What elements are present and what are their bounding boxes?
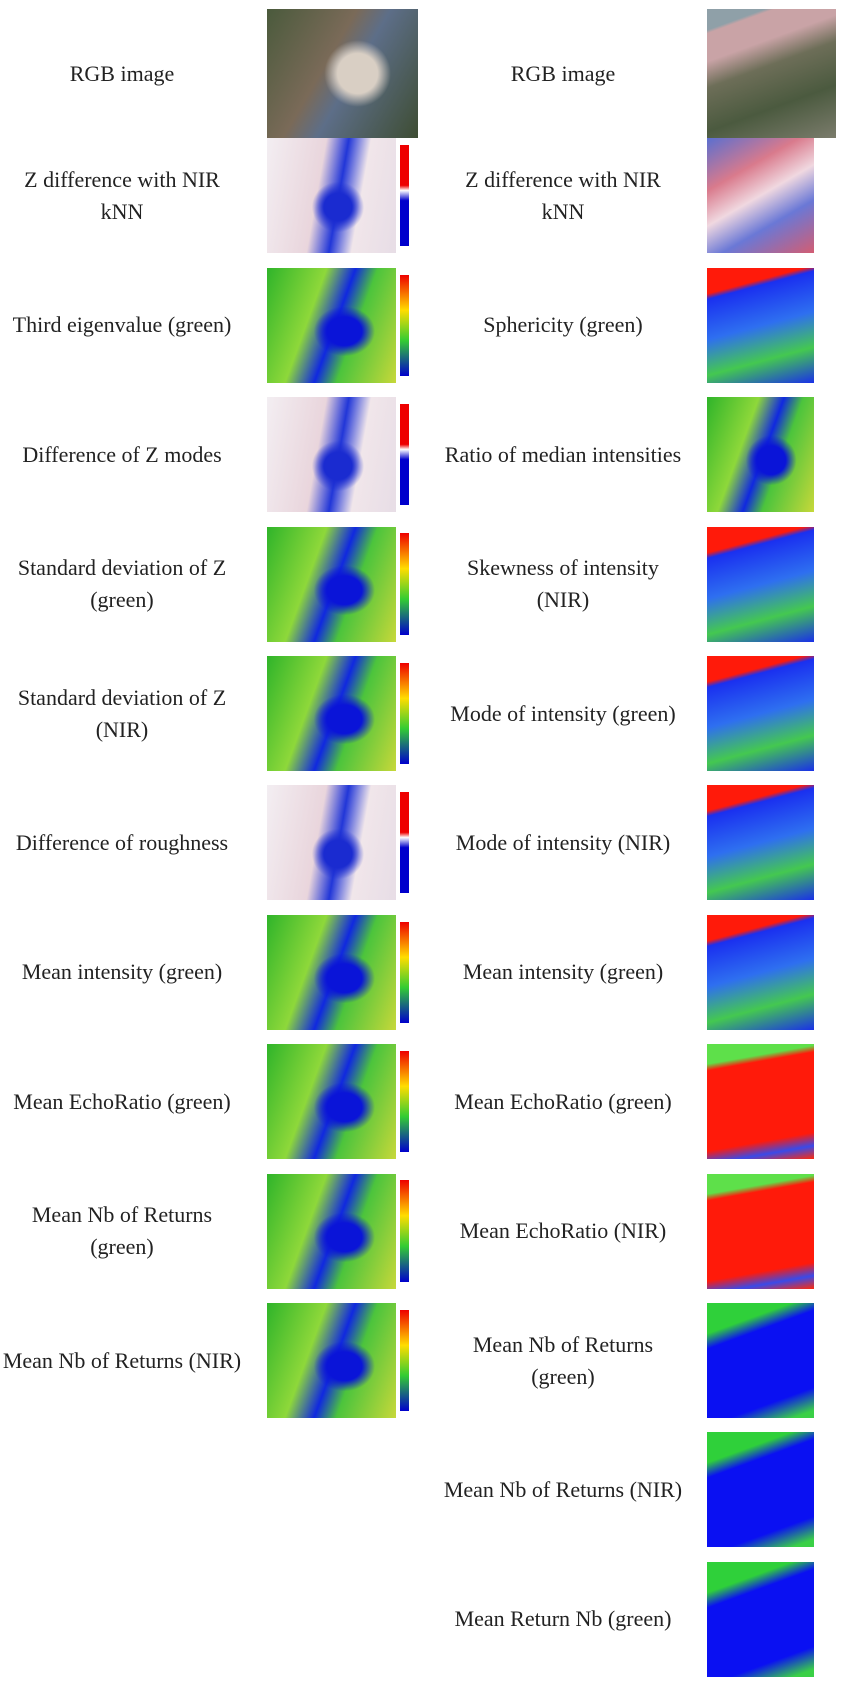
- row-label: Z difference with NIR kNN: [465, 166, 661, 224]
- map-image: [267, 914, 418, 1030]
- row-label: Mean Nb of Returns (NIR): [443, 1476, 683, 1502]
- colorbar: [400, 921, 409, 1023]
- map-image: [707, 656, 836, 771]
- map-image: [707, 785, 836, 901]
- map-raster: [267, 138, 396, 254]
- row-label: Skewness of intensity (NIR): [467, 555, 659, 613]
- map-raster: [707, 656, 814, 771]
- map-raster: [707, 1044, 814, 1160]
- colorbar: [818, 1310, 824, 1411]
- colorbar: [818, 1051, 824, 1152]
- map-image: [267, 785, 418, 901]
- map-image: [707, 267, 836, 383]
- row-label: Mean Return Nb (green): [454, 1606, 672, 1632]
- row-label: Ratio of median intensities: [444, 441, 682, 467]
- map-image: [267, 656, 418, 771]
- row-label: RGB image: [510, 60, 616, 86]
- map-image: [267, 1044, 418, 1160]
- map-image: [707, 1561, 836, 1677]
- row-label: Mean EchoRatio (green): [454, 1088, 672, 1114]
- row-label: Mean Nb of Returns (NIR): [2, 1347, 242, 1373]
- colorbar: [818, 1569, 824, 1670]
- map-image: [707, 914, 836, 1030]
- map-raster: [707, 1561, 814, 1677]
- map-image: [267, 267, 418, 383]
- map-raster: [267, 1173, 396, 1289]
- map-raster: [707, 1173, 814, 1289]
- map-image: [267, 1173, 418, 1289]
- map-raster: [267, 267, 396, 383]
- colorbar: [400, 792, 409, 894]
- row-label: Mean Nb of Returns (green): [31, 1202, 213, 1260]
- map-image: [267, 526, 418, 642]
- map-raster: [267, 397, 396, 513]
- colorbar: [818, 663, 824, 764]
- map-image: [707, 1044, 836, 1160]
- map-image: [707, 397, 836, 513]
- row-label: RGB image: [69, 60, 175, 86]
- map-image: [267, 397, 418, 513]
- colorbar: [400, 404, 409, 506]
- map-image: [707, 138, 836, 254]
- row-label: Mean intensity (green): [21, 959, 223, 985]
- map-image: [707, 1432, 836, 1548]
- map-raster: [707, 138, 814, 254]
- map-raster: [707, 914, 814, 1030]
- row-label: Difference of roughness: [15, 829, 229, 855]
- map-image: [267, 1303, 418, 1418]
- colorbar: [818, 533, 824, 634]
- map-raster: [267, 9, 418, 138]
- colorbar: [818, 1180, 824, 1281]
- map-image: [267, 9, 418, 138]
- map-image: [267, 138, 418, 254]
- map-raster: [267, 656, 396, 771]
- map-raster: [267, 1303, 396, 1418]
- row-label: Sphericity (green): [483, 312, 643, 338]
- row-label: Mode of intensity (NIR): [455, 829, 671, 855]
- map-raster: [267, 1044, 396, 1160]
- colorbar: [818, 275, 824, 376]
- row-label: Mean EchoRatio (green): [13, 1088, 231, 1114]
- row-label: Mean Nb of Returns (green): [472, 1331, 654, 1389]
- colorbar: [400, 274, 409, 376]
- row-label: Mean EchoRatio (NIR): [459, 1218, 667, 1244]
- colorbar: [818, 145, 824, 246]
- colorbar: [818, 922, 824, 1023]
- map-raster: [707, 397, 814, 513]
- colorbar: [400, 1180, 409, 1282]
- map-image: [707, 1173, 836, 1289]
- map-raster: [707, 1303, 814, 1418]
- row-label: Mean intensity (green): [462, 959, 664, 985]
- map-image: [707, 526, 836, 642]
- colorbar: [818, 404, 824, 505]
- colorbar: [400, 1309, 409, 1412]
- map-raster: [707, 267, 814, 383]
- row-label: Standard deviation of Z (NIR): [17, 684, 227, 742]
- map-raster: [267, 914, 396, 1030]
- map-image: [707, 9, 836, 138]
- row-label: Standard deviation of Z (green): [17, 555, 227, 613]
- row-label: Third eigenvalue (green): [12, 312, 232, 338]
- map-raster: [267, 526, 396, 642]
- row-label: Mode of intensity (green): [450, 700, 676, 726]
- colorbar: [818, 792, 824, 893]
- map-raster: [707, 785, 814, 901]
- row-label: Z difference with NIR kNN: [24, 166, 220, 224]
- map-raster: [707, 1432, 814, 1548]
- colorbar: [400, 662, 409, 765]
- map-image: [707, 1303, 836, 1418]
- map-raster: [707, 526, 814, 642]
- colorbar: [818, 1439, 824, 1540]
- colorbar: [400, 533, 409, 635]
- colorbar: [400, 1051, 409, 1153]
- map-raster: [707, 9, 836, 138]
- row-label: Difference of Z modes: [22, 441, 222, 467]
- colorbar: [400, 145, 409, 247]
- map-raster: [267, 785, 396, 901]
